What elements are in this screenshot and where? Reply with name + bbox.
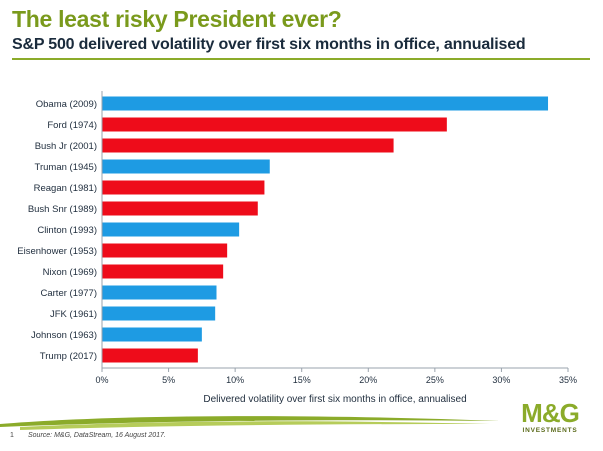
category-label: Carter (1977) bbox=[41, 288, 98, 299]
page-title: The least risky President ever? bbox=[12, 6, 342, 32]
x-axis-group: 0% 5% 10% 15% 20% 25% 30% 35% bbox=[95, 91, 577, 385]
x-tick-label: 0% bbox=[95, 375, 108, 385]
category-label: Bush Snr (1989) bbox=[28, 204, 97, 215]
bar-bush-snr-1989 bbox=[102, 201, 258, 216]
logo-text: M&G bbox=[521, 398, 580, 428]
category-labels-group: Obama (2009) Ford (1974) Bush Jr (2001) Tru… bbox=[17, 99, 97, 362]
logo-subtext: INVESTMENTS bbox=[522, 427, 578, 434]
footer-swoosh bbox=[0, 416, 500, 430]
category-label: Obama (2009) bbox=[36, 99, 97, 110]
category-label: Trump (2017) bbox=[40, 351, 97, 362]
category-label: Eisenhower (1953) bbox=[17, 246, 97, 257]
x-tick-label: 35% bbox=[559, 375, 577, 385]
bar-jfk-1961 bbox=[102, 306, 216, 321]
bar-truman-1945 bbox=[102, 159, 270, 174]
x-axis-label: Delivered volatility over first six mont… bbox=[203, 394, 467, 405]
x-tick-label: 30% bbox=[492, 375, 510, 385]
x-tick-label: 20% bbox=[359, 375, 377, 385]
bar-nixon-1969 bbox=[102, 264, 224, 279]
page-number: 1 bbox=[10, 432, 14, 439]
mg-logo: M&G INVESTMENTS bbox=[505, 400, 595, 435]
bar-eisenhower-1953 bbox=[102, 243, 228, 258]
x-tick-label: 15% bbox=[293, 375, 311, 385]
category-label: Clinton (1993) bbox=[37, 225, 97, 236]
bars-group bbox=[102, 96, 549, 363]
x-tick-label: 25% bbox=[426, 375, 444, 385]
bar-johnson-1963 bbox=[102, 327, 202, 342]
bar-reagan-1981 bbox=[102, 180, 265, 195]
category-label: Johnson (1963) bbox=[31, 330, 97, 341]
x-tick-label: 10% bbox=[226, 375, 244, 385]
category-label: Bush Jr (2001) bbox=[35, 141, 97, 152]
x-tick-label: 5% bbox=[162, 375, 175, 385]
page-subtitle: S&P 500 delivered volatility over first … bbox=[12, 36, 526, 53]
bar-bush-jr-2001 bbox=[102, 138, 394, 153]
category-label: JFK (1961) bbox=[50, 309, 97, 320]
bar-obama-2009 bbox=[102, 96, 549, 111]
category-label: Ford (1974) bbox=[47, 120, 97, 131]
category-label: Nixon (1969) bbox=[43, 267, 97, 278]
bar-clinton-1993 bbox=[102, 222, 240, 237]
title-divider bbox=[12, 58, 590, 60]
category-label: Truman (1945) bbox=[35, 162, 97, 173]
bar-carter-1977 bbox=[102, 285, 217, 300]
bar-ford-1974 bbox=[102, 117, 447, 132]
source-note: Source: M&G, DataStream, 16 August 2017. bbox=[28, 432, 166, 439]
category-label: Reagan (1981) bbox=[34, 183, 97, 194]
bar-trump-2017 bbox=[102, 348, 198, 363]
